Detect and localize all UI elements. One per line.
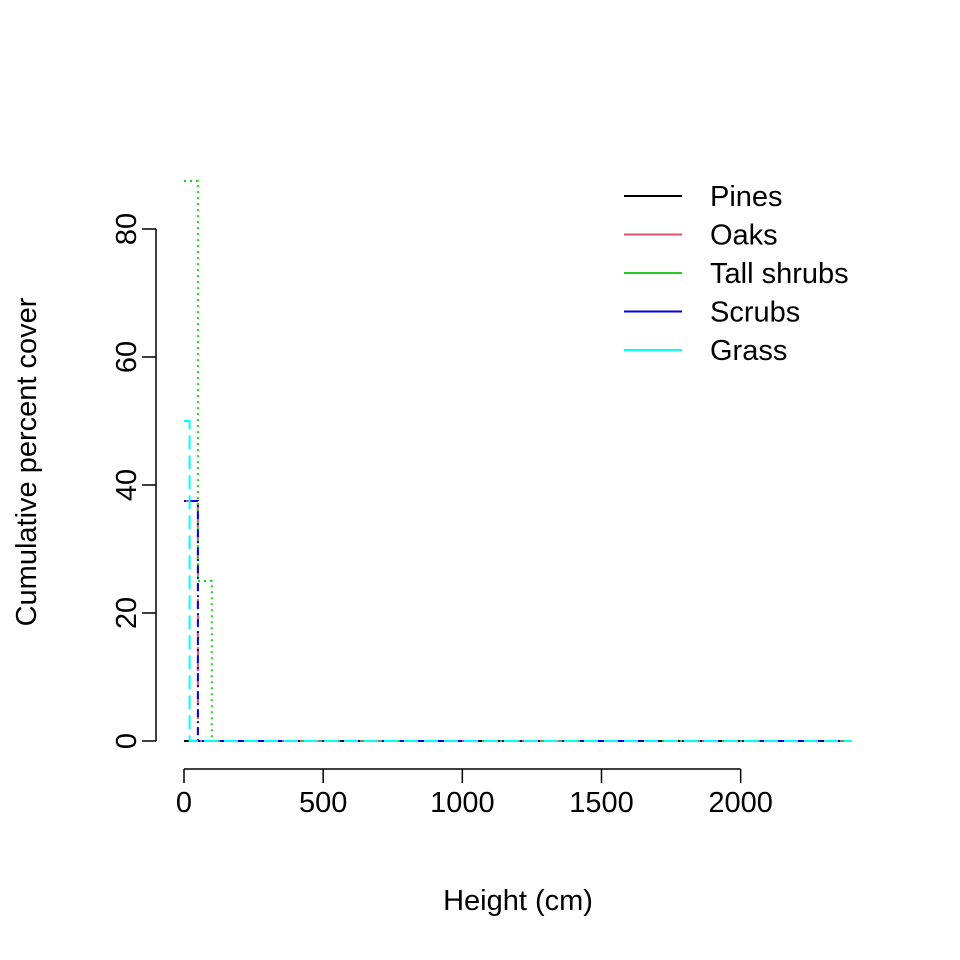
y-tick-label: 60: [111, 341, 143, 373]
x-tick-label: 1500: [569, 787, 634, 819]
legend-label: Pines: [710, 181, 783, 213]
x-tick-label: 500: [299, 787, 347, 819]
legend-label: Scrubs: [710, 297, 800, 329]
legend-label: Grass: [710, 335, 787, 367]
series-line-scrubs: [184, 500, 852, 742]
x-tick-label: 1000: [430, 787, 495, 819]
y-axis-ticks: 0 20 40 60 80: [111, 213, 156, 749]
y-tick-label: 40: [111, 469, 143, 501]
x-axis-ticks: 0 500 1000 1500 2000: [176, 769, 773, 819]
y-tick-label: 20: [111, 597, 143, 629]
y-tick-label: 80: [111, 213, 143, 245]
x-tick-label: 2000: [708, 787, 773, 819]
x-tick-label: 0: [176, 787, 192, 819]
series-line-tall-shrubs: [184, 180, 852, 742]
legend: Pines Oaks Tall shrubs Scrubs Grass: [624, 181, 849, 367]
x-axis-label: Height (cm): [443, 885, 593, 917]
y-axis-label: Cumulative percent cover: [11, 297, 43, 626]
series-layer: [184, 180, 852, 742]
legend-label: Oaks: [710, 220, 778, 252]
series-line-oaks: [184, 500, 852, 742]
y-tick-label: 0: [111, 733, 143, 749]
legend-label: Tall shrubs: [710, 258, 849, 290]
series-line-grass: [184, 420, 852, 742]
